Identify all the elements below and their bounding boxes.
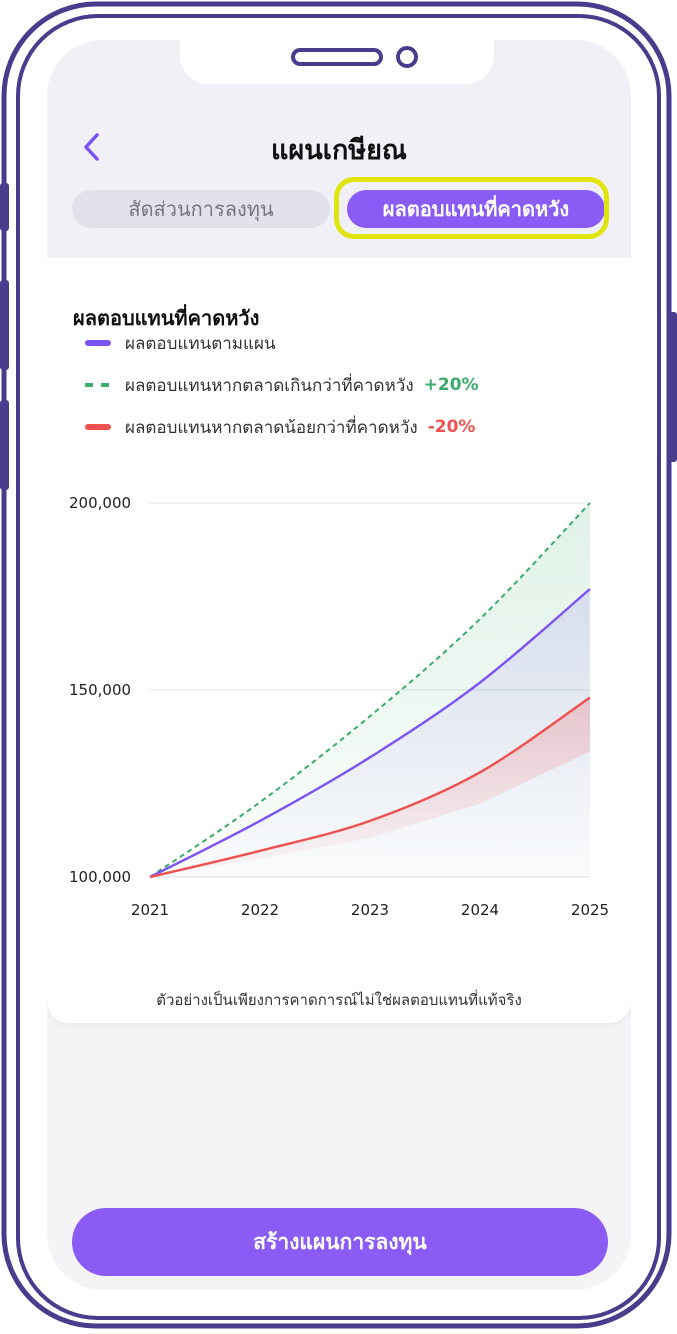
legend-label: ผลตอบแทนหากตลาดเกินกว่าที่คาดหวัง — [125, 375, 414, 396]
series-line-above — [149, 502, 591, 878]
app-screen: แผนเกษียณ สัดส่วนการลงทุน ผลตอบแทนที่คาด… — [47, 40, 631, 1290]
header: แผนเกษียณ สัดส่วนการลงทุน ผลตอบแทนที่คาด… — [47, 40, 631, 258]
x-tick-label: 2025 — [571, 901, 609, 919]
speaker-camera — [291, 46, 418, 68]
y-tick-label: 150,000 — [69, 681, 131, 699]
tab-allocation[interactable]: สัดส่วนการลงทุน — [72, 190, 330, 228]
legend-swatch-above — [85, 383, 111, 387]
create-plan-button[interactable]: สร้างแผนการลงทุน — [72, 1208, 608, 1276]
area-below-band — [150, 697, 590, 877]
series-line-plan — [149, 588, 591, 879]
y-tick-label: 100,000 — [69, 868, 131, 886]
page-title: แผนเกษียณ — [271, 135, 407, 166]
series-line-below — [149, 696, 591, 879]
legend-label: ผลตอบแทนตามแผน — [125, 333, 276, 354]
legend-below: ผลตอบแทนหากตลาดน้อยกว่าที่คาดหวัง -20% — [85, 414, 475, 440]
x-tick-label: 2022 — [241, 901, 279, 919]
x-tick-label: 2021 — [131, 901, 169, 919]
tab-expected-returns[interactable]: ผลตอบแทนที่คาดหวัง — [347, 190, 605, 228]
legend-pct: +20% — [423, 375, 479, 395]
legend-pct: -20% — [427, 417, 476, 437]
legend-label: ผลตอบแทนหากตลาดน้อยกว่าที่คาดหวัง — [125, 417, 418, 438]
legend-swatch-plan — [85, 340, 111, 346]
x-tick-label: 2024 — [461, 901, 499, 919]
phone-notch — [180, 40, 494, 84]
chevron-left-icon[interactable] — [77, 130, 107, 164]
area-plan-band — [150, 589, 590, 877]
legend-plan: ผลตอบแทนตามแผน — [85, 330, 276, 356]
legend-swatch-below — [85, 424, 111, 430]
card-title: ผลตอบแทนที่คาดหวัง — [73, 306, 260, 330]
legend-above: ผลตอบแทนหากตลาดเกินกว่าที่คาดหวัง +20% — [85, 372, 479, 398]
y-tick-label: 200,000 — [69, 494, 131, 512]
tab-highlight-outline — [334, 177, 609, 239]
x-tick-label: 2023 — [351, 901, 389, 919]
returns-card: ผลตอบแทนที่คาดหวัง ผลตอบแทนตามแผน ผลตอบแ… — [47, 258, 631, 1023]
disclaimer: ตัวอย่างเป็นเพียงการคาดการณ์ไม่ใช่ผลตอบแ… — [156, 991, 522, 1009]
